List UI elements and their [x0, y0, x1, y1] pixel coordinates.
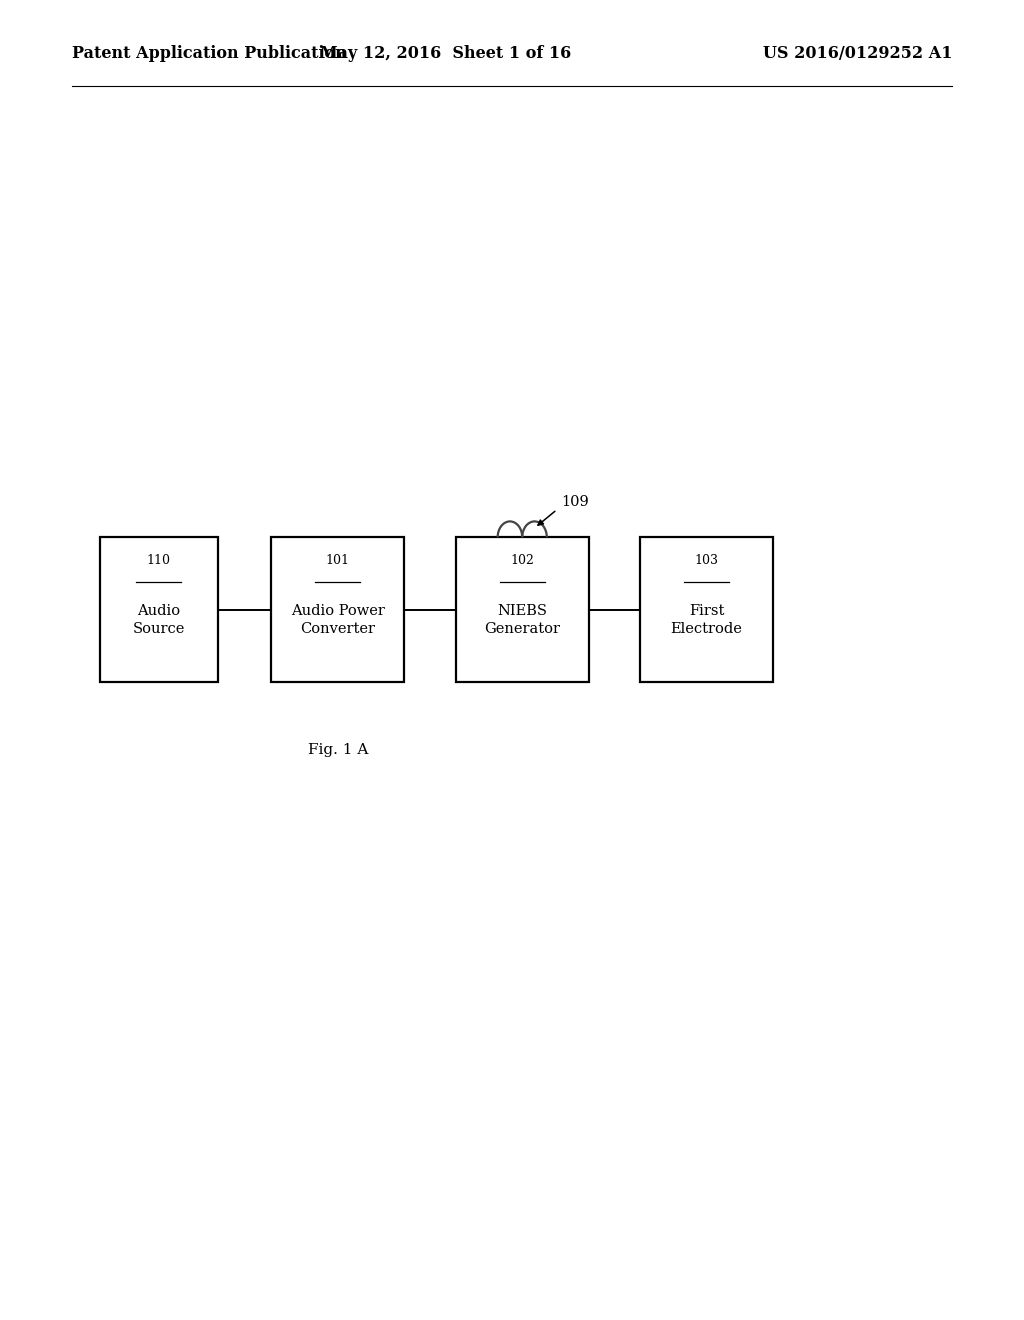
Bar [271, 537, 404, 682]
Bar [456, 537, 589, 682]
Text: 103: 103 [694, 554, 719, 568]
Text: Fig. 1 A: Fig. 1 A [308, 743, 368, 756]
Text: US 2016/0129252 A1: US 2016/0129252 A1 [763, 45, 952, 62]
Text: Audio Power
Converter: Audio Power Converter [291, 605, 385, 636]
Text: Patent Application Publication: Patent Application Publication [72, 45, 346, 62]
Text: 109: 109 [561, 495, 589, 508]
Text: Audio
Source: Audio Source [132, 605, 185, 636]
Text: May 12, 2016  Sheet 1 of 16: May 12, 2016 Sheet 1 of 16 [319, 45, 571, 62]
Text: NIEBS
Generator: NIEBS Generator [484, 605, 560, 636]
Bar [100, 537, 218, 682]
Bar [640, 537, 773, 682]
Text: 110: 110 [146, 554, 171, 568]
Text: 101: 101 [326, 554, 350, 568]
Text: 102: 102 [510, 554, 535, 568]
Text: First
Electrode: First Electrode [671, 605, 742, 636]
